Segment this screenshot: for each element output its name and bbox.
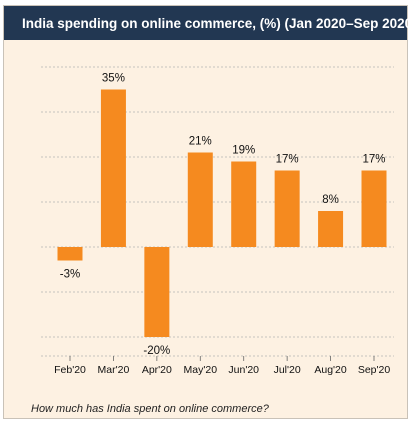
bar-chart: -3% 35% -20% 21% 19% 17% 8% 17% Feb'20 Mar'20 Apr… — [41, 66, 394, 376]
bar — [274, 170, 300, 247]
data-label: -3% — [60, 269, 80, 281]
data-label: -20% — [143, 345, 170, 357]
chart-card: India spending on online commerce, (%) (… — [3, 5, 413, 419]
bar — [57, 247, 83, 261]
x-axis: Feb'20 Mar'20 Apr'20 May'20 Jun'20 Jul'20 Aug'… — [41, 355, 394, 376]
x-tick-label: Feb'20 — [54, 364, 86, 376]
data-label: 17% — [276, 154, 299, 166]
x-tick-label: Aug'20 — [314, 364, 347, 376]
x-tick-label: Jul'20 — [274, 364, 301, 376]
data-label: 17% — [362, 154, 385, 166]
data-label: 19% — [232, 145, 255, 157]
chart-caption: How much has India spent on online comme… — [31, 403, 269, 415]
chart-title: India spending on online commerce, (%) (… — [4, 6, 413, 40]
bar — [144, 247, 170, 337]
gridlines — [41, 66, 394, 338]
data-label: 8% — [322, 194, 339, 206]
bar — [361, 170, 387, 247]
x-tick-label: Jun'20 — [228, 364, 259, 376]
bar — [187, 152, 213, 247]
bar — [100, 89, 126, 247]
x-tick-label: Mar'20 — [98, 364, 130, 376]
x-tick-label: Sep'20 — [358, 364, 391, 376]
data-labels: -3% 35% -20% 21% 19% 17% 8% 17% — [60, 73, 386, 358]
x-tick-label: Apr'20 — [142, 364, 172, 376]
data-label: 35% — [102, 73, 125, 85]
bar — [231, 161, 257, 247]
bar — [318, 211, 344, 247]
bars — [57, 89, 387, 337]
data-label: 21% — [189, 136, 212, 148]
x-tick-label: May'20 — [184, 364, 218, 376]
